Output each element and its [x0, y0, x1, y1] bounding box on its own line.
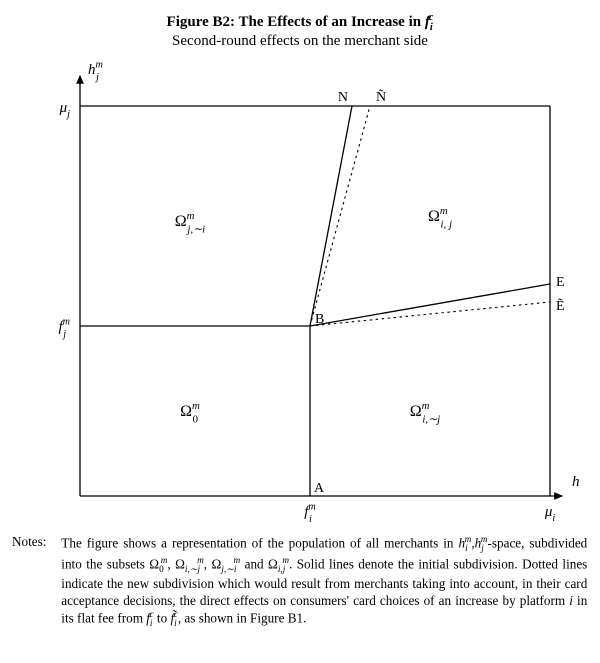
- svg-text:fmj: fmj: [58, 316, 70, 340]
- svg-text:Ñ: Ñ: [376, 89, 386, 105]
- nv-Oij-p: m: [282, 555, 289, 565]
- nv-Oij-s: i,j: [278, 564, 285, 574]
- nv-fic-s: i: [150, 619, 153, 629]
- chart-container: A B N Ñ EẼhmi hmj μj μi fmi fmj Ωm0 Ωmi,∼j Ωmj,∼i Ωmi…: [20, 56, 580, 526]
- nv-O0-s: 0: [159, 564, 164, 574]
- title-prefix: Figure B2: The Effects of an Increase in: [167, 14, 425, 30]
- nv-Oij-b: Ω: [268, 556, 278, 571]
- svg-text:hmj: hmj: [88, 59, 103, 83]
- nv-hi-s: i: [465, 543, 468, 553]
- title-var-sub: i: [430, 22, 433, 33]
- notes-t4: ,: [204, 556, 212, 571]
- nv-hj-s: j: [481, 543, 484, 553]
- svg-text:fmi: fmi: [304, 501, 316, 525]
- svg-text:B: B: [315, 312, 324, 327]
- notes-t5: and: [240, 556, 268, 571]
- title-var-sup: c: [429, 12, 434, 23]
- diagram-svg: A B N Ñ EẼhmi hmj μj μi fmi fmj Ωm0 Ωmi,∼j Ωmj,∼i Ωmi…: [20, 56, 580, 526]
- svg-text:hmi: hmi: [572, 471, 580, 495]
- nv-Ojni-b: Ω: [212, 556, 222, 571]
- notes-body: The figure shows a representation of the…: [61, 534, 587, 630]
- figure-notes: Notes: The figure shows a representation…: [12, 534, 588, 630]
- svg-text:N: N: [338, 90, 348, 105]
- notes-t1: The figure shows a representation of the…: [61, 535, 458, 550]
- figure-header: Figure B2: The Effects of an Increase in…: [12, 12, 588, 50]
- svg-text:μj: μj: [59, 100, 71, 120]
- nv-O0-b: Ω: [149, 556, 159, 571]
- svg-text:Ωm0: Ωm0: [180, 400, 200, 426]
- figure-title: Figure B2: The Effects of an Increase in…: [12, 12, 588, 33]
- nv-fict-s: i: [174, 619, 177, 629]
- notes-lead: Notes:: [12, 534, 58, 551]
- notes-t9: , as shown in Figure B1.: [178, 611, 307, 626]
- nv-Oinj-p: m: [197, 555, 204, 565]
- svg-text:Ωmi, j: Ωmi, j: [428, 205, 452, 231]
- notes-t3: ,: [167, 556, 175, 571]
- nv-Ojni-s: j,∼i: [221, 564, 236, 574]
- svg-text:μi: μi: [544, 504, 556, 524]
- svg-text:Ẽ: Ẽ: [556, 298, 565, 314]
- nv-Oinj-s: i,∼j: [185, 564, 200, 574]
- svg-text:Ωmj,∼i: Ωmj,∼i: [175, 210, 205, 236]
- svg-text:Ωmi,∼j: Ωmi,∼j: [410, 400, 440, 426]
- nv-Oinj-b: Ω: [175, 556, 185, 571]
- svg-text:A: A: [314, 481, 325, 496]
- figure-subtitle: Second-round effects on the merchant sid…: [12, 33, 588, 50]
- svg-text:E: E: [556, 275, 565, 290]
- notes-t8: to: [154, 611, 171, 626]
